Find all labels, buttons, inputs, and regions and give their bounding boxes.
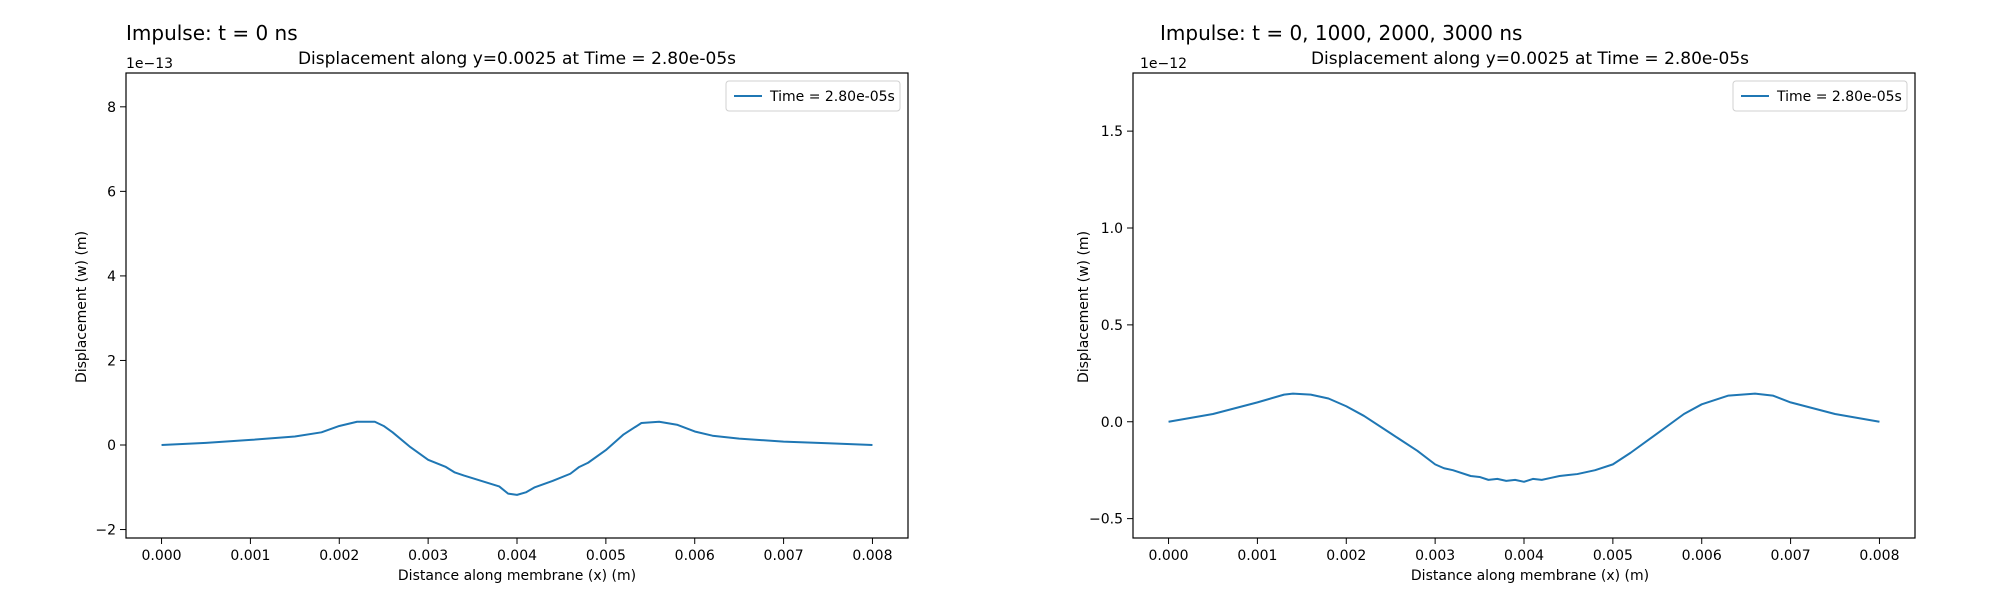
plot-frame [125,72,909,539]
legend-label: Time = 2.80e-05s [769,89,895,105]
y-ticks: −2 0 2 4 6 8 [95,100,126,539]
y-tick-label: −2 [95,523,116,539]
chart-title: Displacement along y=0.0025 at Time = 2.… [1311,49,1749,69]
series-line [1168,392,1880,483]
y-tick-label: −0.5 [1089,512,1123,528]
x-tick-label: 0.005 [586,548,626,564]
legend: Time = 2.80e-05s [725,80,901,112]
chart-panel-2: Impulse: t = 0, 1000, 2000, 3000 ns Disp… [1076,21,1916,584]
y-axis-label: Displacement (w) (m) [1076,231,1092,383]
legend: Time = 2.80e-05s [1732,80,1908,112]
x-tick-label: 0.007 [764,548,804,564]
plot-frame [1132,72,1916,539]
x-tick-label: 0.003 [408,548,448,564]
x-tick-label: 0.006 [1682,548,1722,564]
x-tick-label: 0.000 [1148,548,1188,564]
x-tick-label: 0.007 [1771,548,1811,564]
chart-title: Displacement along y=0.0025 at Time = 2.… [298,49,736,69]
x-tick-label: 0.001 [1237,548,1277,564]
y-tick-label: 6 [107,184,116,200]
x-tick-label: 0.008 [852,548,892,564]
y-ticks: −0.5 0.0 0.5 1.0 1.5 [1089,124,1133,528]
y-offset-label: 1e−13 [126,56,173,72]
y-tick-label: 0 [107,438,116,454]
legend-box [725,80,901,112]
y-tick-label: 2 [107,353,116,369]
x-tick-label: 0.003 [1415,548,1455,564]
series-line [161,420,873,496]
x-tick-label: 0.006 [675,548,715,564]
legend-box [1732,80,1908,112]
x-tick-label: 0.002 [319,548,359,564]
x-tick-label: 0.004 [1504,548,1544,564]
y-tick-label: 4 [107,269,116,285]
x-tick-label: 0.008 [1859,548,1899,564]
y-tick-label: 8 [107,100,116,116]
legend-label: Time = 2.80e-05s [1776,89,1902,105]
x-ticks: 0.000 0.001 0.002 0.003 0.004 0.005 0.006 0.007… [1148,538,1900,564]
y-tick-label: 1.0 [1101,221,1123,237]
panel-title: Impulse: t = 0 ns [126,21,298,45]
x-tick-label: 0.005 [1593,548,1633,564]
x-axis-label: Distance along membrane (x) (m) [398,568,636,584]
chart-panel-1: Impulse: t = 0 ns Displacement along y=0… [74,21,909,584]
x-ticks: 0.000 0.001 0.002 0.003 0.004 0.005 0.006 0.007… [141,538,893,564]
x-axis-label: Distance along membrane (x) (m) [1411,568,1649,584]
x-tick-label: 0.002 [1326,548,1366,564]
y-offset-label: 1e−12 [1140,56,1187,72]
x-tick-label: 0.000 [141,548,181,564]
y-tick-label: 0.5 [1101,318,1123,334]
y-tick-label: 0.0 [1101,415,1123,431]
y-axis-label: Displacement (w) (m) [74,231,90,383]
x-tick-label: 0.004 [497,548,537,564]
panel-title: Impulse: t = 0, 1000, 2000, 3000 ns [1160,21,1522,45]
y-tick-label: 1.5 [1101,124,1123,140]
x-tick-label: 0.001 [230,548,270,564]
